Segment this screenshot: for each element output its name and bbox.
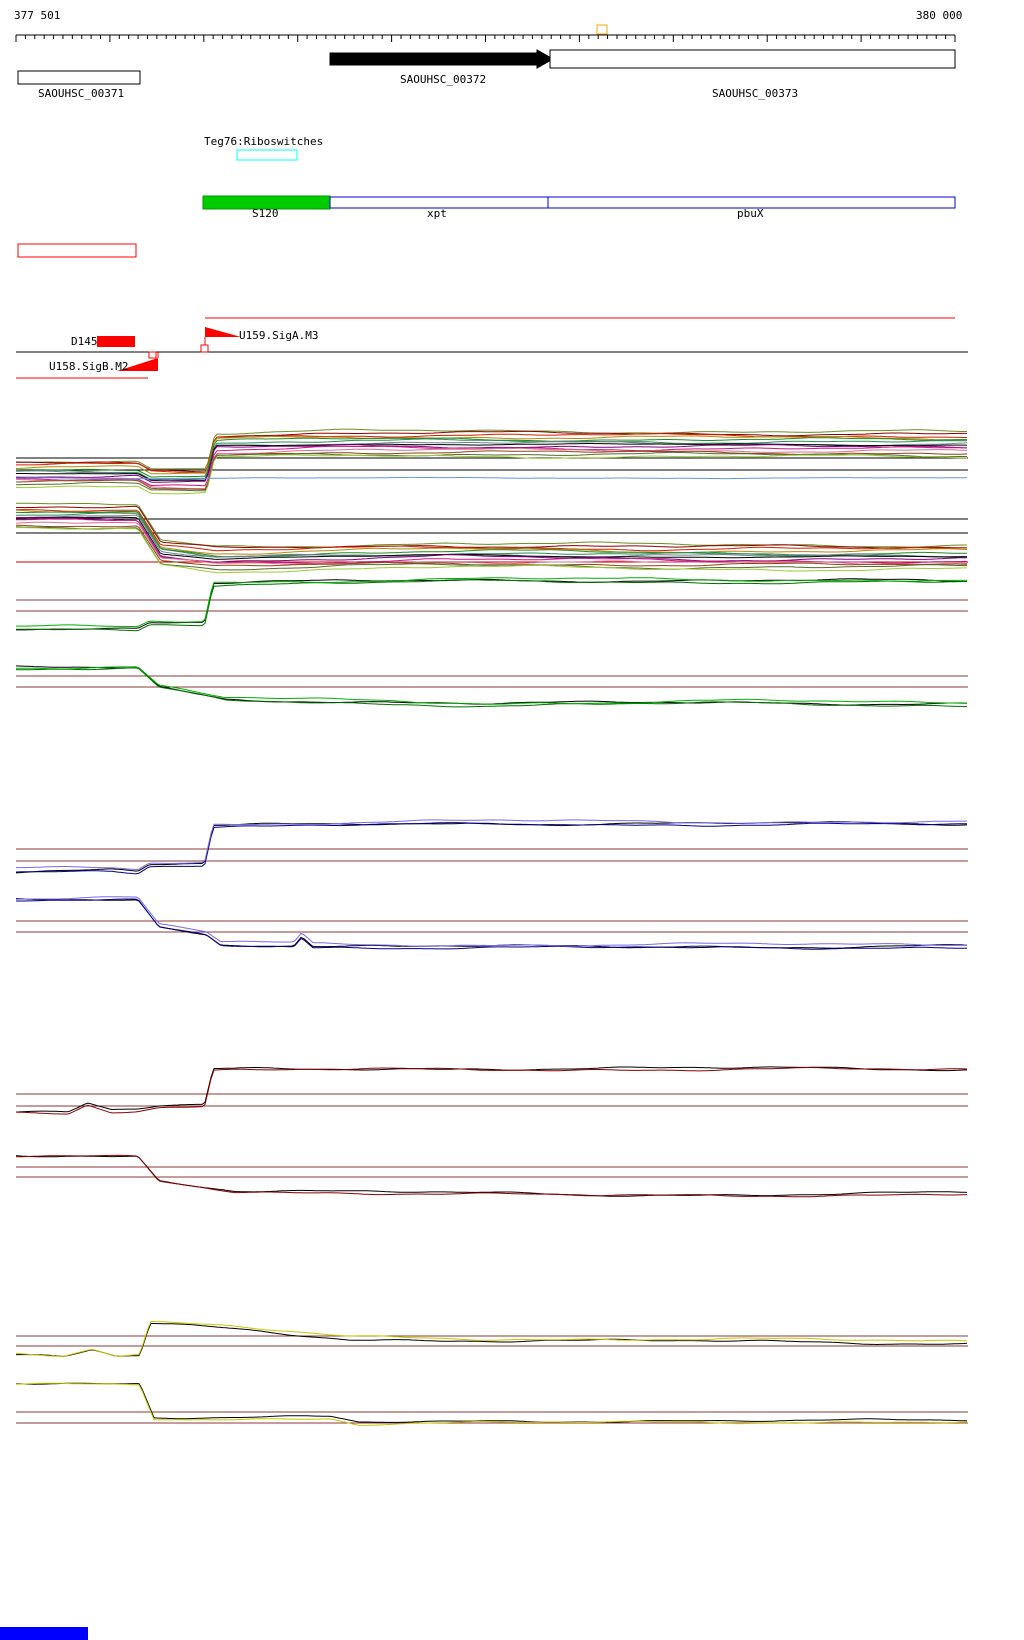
track-series [15,896,967,947]
track-series [15,451,967,492]
track-series [15,526,967,571]
track-series [16,1154,968,1198]
track-series [15,521,968,565]
marker-u159-siga-m3[interactable] [200,327,241,353]
u159-siga-label: U159.SigA.M3 [239,329,319,342]
track-series [15,512,967,558]
track-tiling-signal-down-all-samples [15,502,968,574]
track-series [15,822,967,875]
track-series [15,667,967,708]
track-green-track-down [15,665,968,708]
track-series [15,1066,968,1113]
track-series [15,428,967,470]
track-green-track-up [15,577,968,632]
track-series [16,898,967,950]
track-yellow-track-down [16,1382,968,1426]
track-series [15,579,967,632]
track-series [16,1382,968,1426]
gene-arrow-right [329,49,555,69]
ruler[interactable] [15,24,956,42]
track-series [16,454,968,495]
track-series [16,430,967,473]
track-series [16,577,968,628]
ruler-marker [596,24,608,35]
marker-u158-sigb-m2[interactable] [117,351,159,371]
s120-label: S120 [252,207,279,220]
track-series [15,821,968,874]
gene-saouhsc_00372[interactable] [329,49,555,69]
gene-label-saouhsc-00372: SAOUHSC_00372 [400,73,487,86]
track-series [16,527,967,574]
d145-label: D145 [71,335,98,348]
track-series [16,443,968,481]
u158-sigb-label: U158.SigB.M2 [49,360,129,373]
track-series [15,1320,968,1357]
track-series [16,1382,968,1423]
track-series [16,1322,968,1357]
marker-d145[interactable] [97,336,135,347]
track-series [15,517,968,563]
track-series [16,516,968,560]
track-series [15,435,968,475]
track-series [16,476,968,480]
track-series [15,447,968,490]
gene-label-saouhsc-00373: SAOUHSC_00373 [712,87,799,100]
red-outline-box[interactable] [17,243,137,258]
track-series [15,1067,968,1115]
track-series [15,665,968,706]
track-series [16,578,967,631]
track-series [15,509,968,555]
track-series [15,898,968,949]
xpt-label: xpt [427,207,447,220]
gene-saouhsc_00371[interactable] [17,70,141,85]
operon-segment-pbux[interactable] [547,196,956,209]
riboswitch-label: Teg76:Riboswitches [204,135,324,148]
track-series [16,502,967,548]
track-series [15,1155,968,1197]
track-darkred-track-down [15,1154,968,1198]
track-series [16,505,968,549]
track-blue-track-down [15,896,968,950]
promoter-flag-icon [205,327,241,337]
track-tiling-signal-up-all-samples [15,428,968,495]
track-series [16,666,968,705]
pbux-label: pbuX [737,207,764,220]
track-yellow-track-up [15,1320,968,1357]
riboswitch-box[interactable] [236,149,298,161]
track-blue-track-up [15,819,968,875]
track-series [16,819,968,871]
track-darkred-track-up [15,1066,968,1115]
ruler-end-label: 380 000 [916,9,963,22]
gene-label-saouhsc-00371: SAOUHSC_00371 [38,87,125,100]
promoter-flag-icon [117,358,158,371]
track-series [16,444,967,483]
footer-bar [0,1627,88,1640]
ruler-start-label: 377 501 [14,9,61,22]
track-series [16,433,967,473]
gene-saouhsc_00373[interactable] [549,49,956,69]
